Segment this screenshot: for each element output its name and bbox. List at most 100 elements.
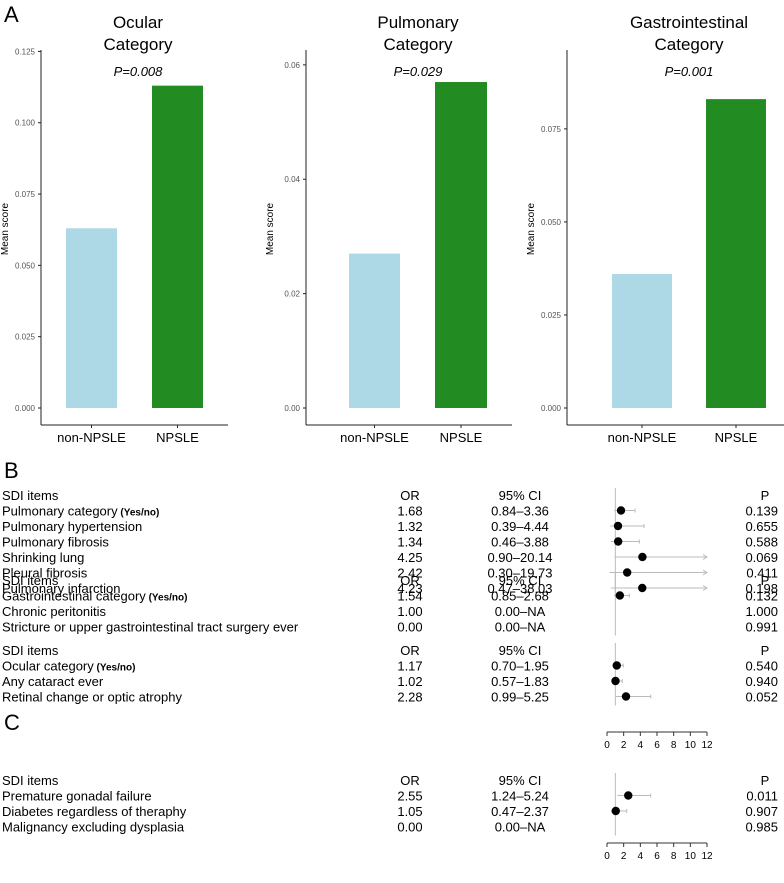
panel-label-b: B: [4, 458, 19, 483]
row-ci: 0.00–NA: [495, 620, 546, 635]
y-axis-label: Mean score: [0, 202, 11, 255]
chart-title: Pulmonary: [377, 13, 459, 32]
row-or: 1.68: [397, 504, 422, 519]
chart-title: Category: [384, 35, 453, 54]
header-sdi-items: SDI items: [2, 573, 59, 588]
row-ci: 0.85–2.68: [491, 589, 549, 604]
item-name: Gastrointestinal category: [2, 589, 146, 604]
x-tick-label: 8: [671, 740, 677, 751]
x-tick-label: non-NPSLE: [608, 430, 677, 445]
header-p: P: [761, 773, 770, 788]
item-name: Pulmonary hypertension: [2, 519, 142, 534]
row-or: 1.34: [397, 535, 422, 550]
y-tick-label: 0.06: [284, 61, 300, 70]
y-tick-label: 0.000: [15, 404, 36, 413]
x-tick-label: NPSLE: [440, 430, 483, 445]
row-or: 0.00: [397, 820, 422, 835]
row-ci: 0.57–1.83: [491, 674, 549, 689]
header-ci: 95% CI: [499, 643, 542, 658]
row-item-label: Gastrointestinal category (Yes/no): [2, 589, 187, 604]
bar-non-npsle: [612, 274, 672, 408]
header-sdi-items: SDI items: [2, 773, 59, 788]
row-item-label: Chronic peritonitis: [2, 604, 107, 619]
y-tick-label: 0.075: [541, 125, 562, 134]
y-tick-label: 0.025: [541, 311, 562, 320]
x-tick-label: 6: [654, 851, 660, 862]
chart-title: Category: [104, 35, 173, 54]
row-or: 1.05: [397, 804, 422, 819]
bar-npsle: [706, 99, 766, 409]
point-estimate: [638, 552, 647, 562]
item-name: Pulmonary category: [2, 504, 118, 519]
y-axis-label: Mean score: [265, 202, 276, 255]
row-item-label: Diabetes regardless of theraphy: [2, 804, 187, 819]
row-p: 0.985: [745, 820, 778, 835]
ci-arrow-icon: [702, 585, 708, 591]
item-suffix: (Yes/no): [118, 508, 160, 519]
point-estimate: [613, 537, 623, 546]
header-or: OR: [400, 773, 420, 788]
row-p: 0.139: [745, 504, 778, 519]
row-item-label: Stricture or upper gastrointestinal trac…: [2, 620, 299, 635]
row-item-label: Pulmonary fibrosis: [2, 535, 109, 550]
row-ci: 0.47–38.03: [487, 581, 552, 596]
row-ci: 0.00–NA: [495, 820, 546, 835]
item-name: Pulmonary infarction: [2, 581, 121, 596]
item-name: Stricture or upper gastrointestinal trac…: [2, 620, 299, 635]
header-p: P: [761, 488, 770, 503]
row-p: 0.588: [745, 535, 778, 550]
bar-non-npsle: [66, 228, 117, 408]
row-p: 1.000: [745, 604, 778, 619]
y-tick-label: 0.00: [284, 404, 300, 413]
point-estimate: [613, 521, 623, 531]
item-suffix: (Yes/no): [146, 593, 188, 604]
item-name: Retinal change or optic atrophy: [2, 690, 182, 705]
row-ci: 0.47–2.37: [491, 804, 549, 819]
x-tick-label: NPSLE: [715, 430, 758, 445]
row-item-label: Any cataract ever: [2, 674, 104, 689]
y-axis-label: Mean score: [526, 202, 537, 255]
header-or: OR: [400, 573, 420, 588]
row-ci: 0.30–19.73: [487, 566, 552, 581]
item-name: Chronic peritonitis: [2, 604, 107, 619]
y-tick-label: 0.075: [15, 190, 36, 199]
point-estimate: [621, 692, 631, 701]
header-ci: 95% CI: [499, 573, 542, 588]
row-or: 1.02: [397, 674, 422, 689]
header-or: OR: [400, 488, 420, 503]
header-p: P: [761, 573, 770, 588]
p-value-annotation: P=0.001: [665, 64, 714, 79]
row-ci: 0.99–5.25: [491, 690, 549, 705]
y-tick-label: 0.025: [15, 333, 36, 342]
header-sdi-items: SDI items: [2, 643, 59, 658]
y-tick-label: 0.100: [15, 119, 36, 128]
x-tick-label: 6: [654, 740, 660, 751]
p-value-annotation: P=0.029: [394, 64, 443, 79]
header-ci: 95% CI: [499, 488, 542, 503]
row-or: 2.42: [397, 566, 422, 581]
point-estimate: [615, 591, 625, 600]
point-estimate: [611, 806, 620, 816]
row-item-label: Pulmonary category (Yes/no): [2, 504, 159, 519]
row-or: 1.00: [397, 604, 422, 619]
row-item-label: Pulmonary infarction: [2, 581, 121, 596]
y-tick-label: 0.04: [284, 175, 300, 184]
x-tick-label: 8: [671, 851, 677, 862]
row-item-label: Retinal change or optic atrophy: [2, 690, 182, 705]
x-tick-label: 12: [701, 740, 713, 751]
row-p: 0.940: [745, 674, 778, 689]
ci-arrow-icon: [702, 554, 708, 560]
point-estimate: [612, 661, 621, 670]
item-suffix: (Yes/no): [94, 663, 136, 674]
row-ci: 0.00–NA: [495, 604, 546, 619]
row-p: 0.540: [745, 659, 778, 674]
bar-npsle: [435, 82, 487, 408]
row-p: 0.069: [745, 550, 778, 565]
row-p: 0.132: [745, 589, 778, 604]
item-name: Premature gonadal failure: [2, 789, 152, 804]
row-p: 0.991: [745, 620, 778, 635]
row-ci: 0.84–3.36: [491, 504, 549, 519]
header-p: P: [761, 643, 770, 658]
